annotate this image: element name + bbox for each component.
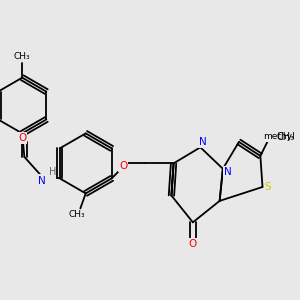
- Text: O: O: [18, 133, 26, 143]
- Text: CH₃: CH₃: [276, 132, 295, 142]
- Text: O: O: [189, 239, 197, 249]
- Text: CH₃: CH₃: [14, 52, 31, 61]
- Text: H: H: [49, 167, 56, 177]
- Text: N: N: [224, 167, 232, 177]
- Text: CH₃: CH₃: [69, 210, 86, 219]
- Text: N: N: [38, 176, 45, 185]
- Text: S: S: [265, 182, 271, 192]
- Text: N: N: [199, 137, 206, 147]
- Text: O: O: [119, 160, 127, 170]
- Text: methyl: methyl: [263, 132, 294, 141]
